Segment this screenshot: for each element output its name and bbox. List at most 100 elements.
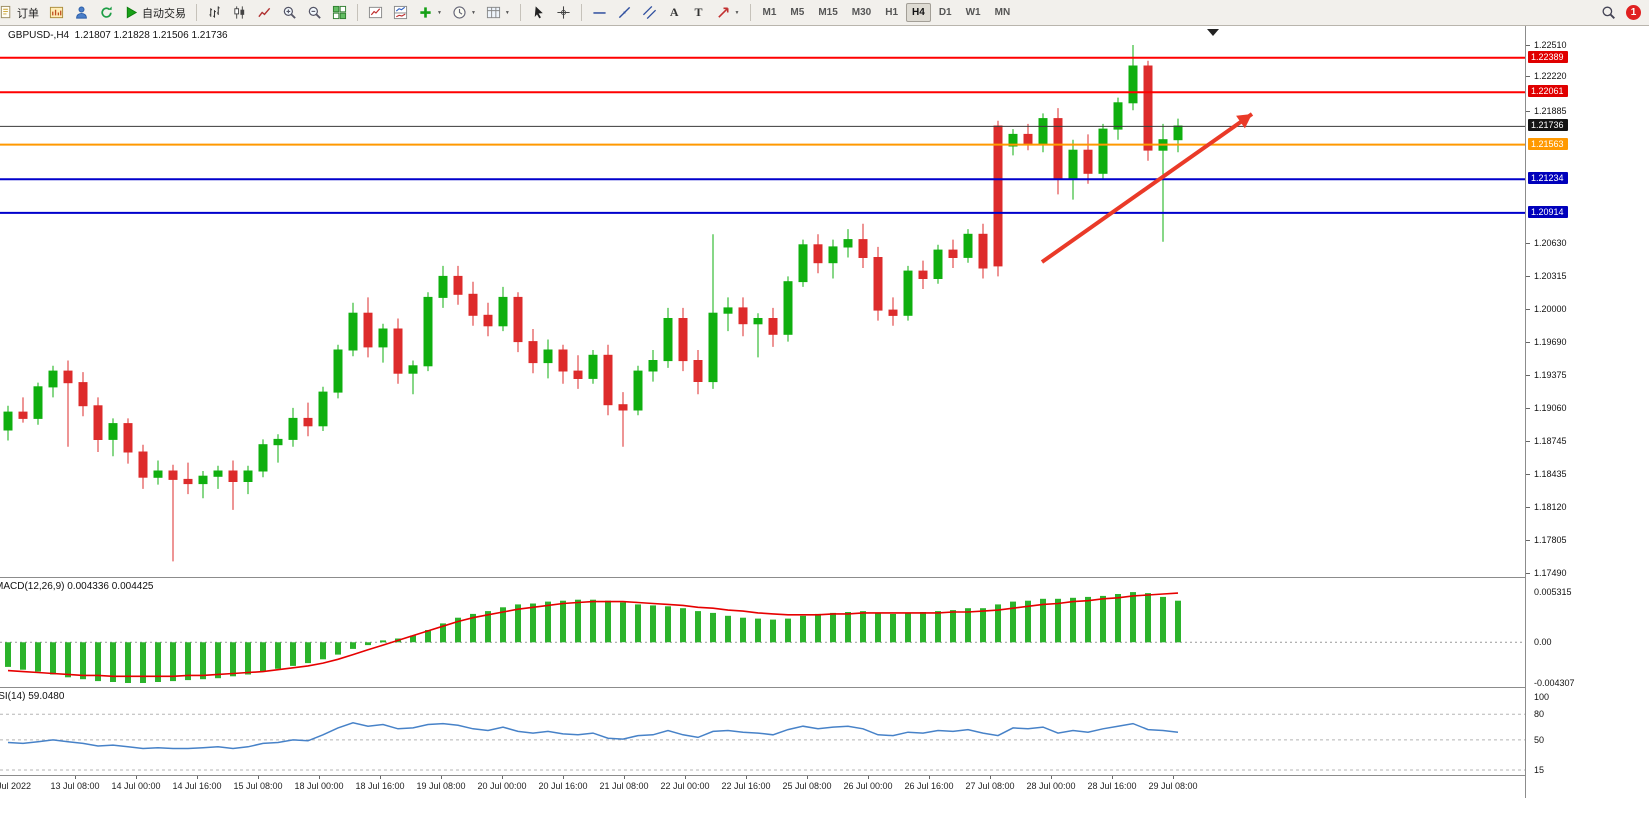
- time-label: 14 Jul 16:00: [172, 781, 222, 791]
- price-badge: 1.22061: [1528, 85, 1568, 97]
- play-icon: [124, 5, 139, 20]
- tile-windows-icon: [332, 5, 347, 20]
- notification-badge[interactable]: 1: [1626, 5, 1641, 20]
- macd-tick: -0.004307: [1534, 678, 1575, 688]
- trend-arrow-annotation: [1236, 114, 1252, 129]
- time-tick-mark: [441, 776, 442, 779]
- price-tick-mark: [1526, 342, 1530, 343]
- dropdown-arrow-icon: ▼: [504, 9, 510, 16]
- time-tick-mark: [929, 776, 930, 779]
- channel-button[interactable]: [638, 2, 661, 23]
- text-button-label: A: [669, 5, 679, 19]
- time-tick-mark: [807, 776, 808, 779]
- macd-chart[interactable]: [0, 578, 1525, 688]
- price-tick-mark: [1526, 309, 1530, 310]
- time-label: 27 Jul 08:00: [965, 781, 1015, 791]
- price-tick-mark: [1526, 375, 1530, 376]
- indicator-subwindow-button[interactable]: [389, 2, 412, 23]
- price-tick: 1.22220: [1534, 71, 1567, 81]
- toolbar-separator: [580, 4, 582, 21]
- time-label: 29 Jul 08:00: [1148, 781, 1198, 791]
- rsi-label: RSI(14) 59.0480: [0, 691, 65, 702]
- time-tick-mark: [868, 776, 869, 779]
- price-tick-mark: [1526, 76, 1530, 77]
- zoom-out-button[interactable]: [303, 2, 326, 23]
- timeframe-button-mn[interactable]: MN: [994, 7, 1011, 18]
- rsi-panel[interactable]: RSI(14) 59.0480: [0, 688, 1525, 776]
- chart-window-button[interactable]: [45, 2, 68, 23]
- zoom-in-button[interactable]: [278, 2, 301, 23]
- hline-icon: [592, 5, 607, 20]
- price-tick: 1.21885: [1534, 106, 1567, 116]
- new-order-button-label: 订单: [17, 7, 39, 20]
- price-tick: 1.18120: [1534, 502, 1567, 512]
- time-label: 19 Jul 08:00: [416, 781, 466, 791]
- time-tick-mark: [1112, 776, 1113, 779]
- indicators-button[interactable]: [364, 2, 387, 23]
- clock-icon: [452, 5, 467, 20]
- timeframe-button-w1[interactable]: W1: [965, 7, 981, 18]
- templates-dropdown[interactable]: ▼: [482, 2, 514, 23]
- toolbar-separator: [749, 4, 751, 21]
- rsi-chart[interactable]: [0, 688, 1525, 776]
- price-axis[interactable]: 1.22510 1.22220 1.21885 1.20630 1.20315 1.200…: [1525, 26, 1649, 798]
- candlestick-chart[interactable]: [0, 26, 1525, 578]
- time-tick-mark: [1173, 776, 1174, 779]
- price-tick: 1.17805: [1534, 535, 1567, 545]
- arrows-dropdown[interactable]: ▼: [712, 2, 744, 23]
- crosshair-icon: [556, 5, 571, 20]
- price-tick-mark: [1526, 573, 1530, 574]
- line-chart-button[interactable]: [253, 2, 276, 23]
- time-label: 18 Jul 16:00: [355, 781, 405, 791]
- timeframe-button-d1[interactable]: D1: [938, 7, 952, 18]
- time-tick-mark: [746, 776, 747, 779]
- macd-panel[interactable]: MACD(12,26,9) 0.004336 0.004425: [0, 578, 1525, 688]
- timeframe-button-m5[interactable]: M5: [790, 7, 805, 18]
- indicator-subwindow-icon: [393, 5, 408, 20]
- price-tick: 1.20315: [1534, 271, 1567, 281]
- time-label: 25 Jul 08:00: [782, 781, 832, 791]
- cursor-button[interactable]: [527, 2, 550, 23]
- main-chart-panel[interactable]: GBPUSD-,H4 1.21807 1.21828 1.21506 1.217…: [0, 26, 1525, 578]
- time-tick-mark: [685, 776, 686, 779]
- search-button[interactable]: [1597, 2, 1620, 23]
- new-order-button[interactable]: 订单: [0, 2, 43, 24]
- crosshair-button[interactable]: [552, 2, 575, 23]
- timeframe-button-m1[interactable]: M1: [762, 7, 777, 18]
- text-button[interactable]: A: [663, 2, 686, 23]
- macd-tick: 0.005315: [1534, 587, 1572, 597]
- time-tick-mark: [75, 776, 76, 779]
- chart-window-icon: [49, 5, 64, 20]
- bar-chart-button[interactable]: [203, 2, 226, 23]
- time-label: 15 Jul 08:00: [233, 781, 283, 791]
- price-badge: 1.21563: [1528, 138, 1568, 150]
- time-tick-mark: [502, 776, 503, 779]
- price-tick: 1.18745: [1534, 436, 1567, 446]
- price-tick: 1.18435: [1534, 469, 1567, 479]
- profile-button[interactable]: [70, 2, 93, 23]
- dropdown-arrow-icon: ▼: [470, 9, 476, 16]
- price-tick: 1.20000: [1534, 304, 1567, 314]
- text-label-button[interactable]: T: [688, 2, 710, 23]
- trendline-button[interactable]: [613, 2, 636, 23]
- time-tick-mark: [319, 776, 320, 779]
- zoom-out-icon: [307, 5, 322, 20]
- candlestick-chart-button[interactable]: [228, 2, 251, 23]
- timeframe-button-m15[interactable]: M15: [818, 7, 838, 18]
- price-tick: 1.22510: [1534, 40, 1567, 50]
- horizontal-line-button[interactable]: [588, 2, 611, 23]
- price-tick: 1.20630: [1534, 238, 1567, 248]
- timeframe-button-m30[interactable]: M30: [851, 7, 872, 18]
- add-indicator-dropdown[interactable]: ▼: [414, 2, 446, 23]
- time-axis[interactable]: Jul 2022 13 Jul 08:00 14 Jul 00:00 14 Jul 1…: [0, 776, 1525, 798]
- refresh-button[interactable]: [95, 2, 118, 23]
- tile-windows-button[interactable]: [328, 2, 351, 23]
- timeframe-button-h1[interactable]: H1: [885, 7, 899, 18]
- macd-label: MACD(12,26,9) 0.004336 0.004425: [0, 581, 154, 592]
- periods-dropdown[interactable]: ▼: [448, 2, 480, 23]
- price-tick: 1.19690: [1534, 337, 1567, 347]
- autotrading-button[interactable]: 自动交易: [120, 2, 190, 24]
- time-label: 14 Jul 00:00: [111, 781, 161, 791]
- timeframe-button-h4[interactable]: H4: [906, 3, 931, 22]
- time-tick-mark: [563, 776, 564, 779]
